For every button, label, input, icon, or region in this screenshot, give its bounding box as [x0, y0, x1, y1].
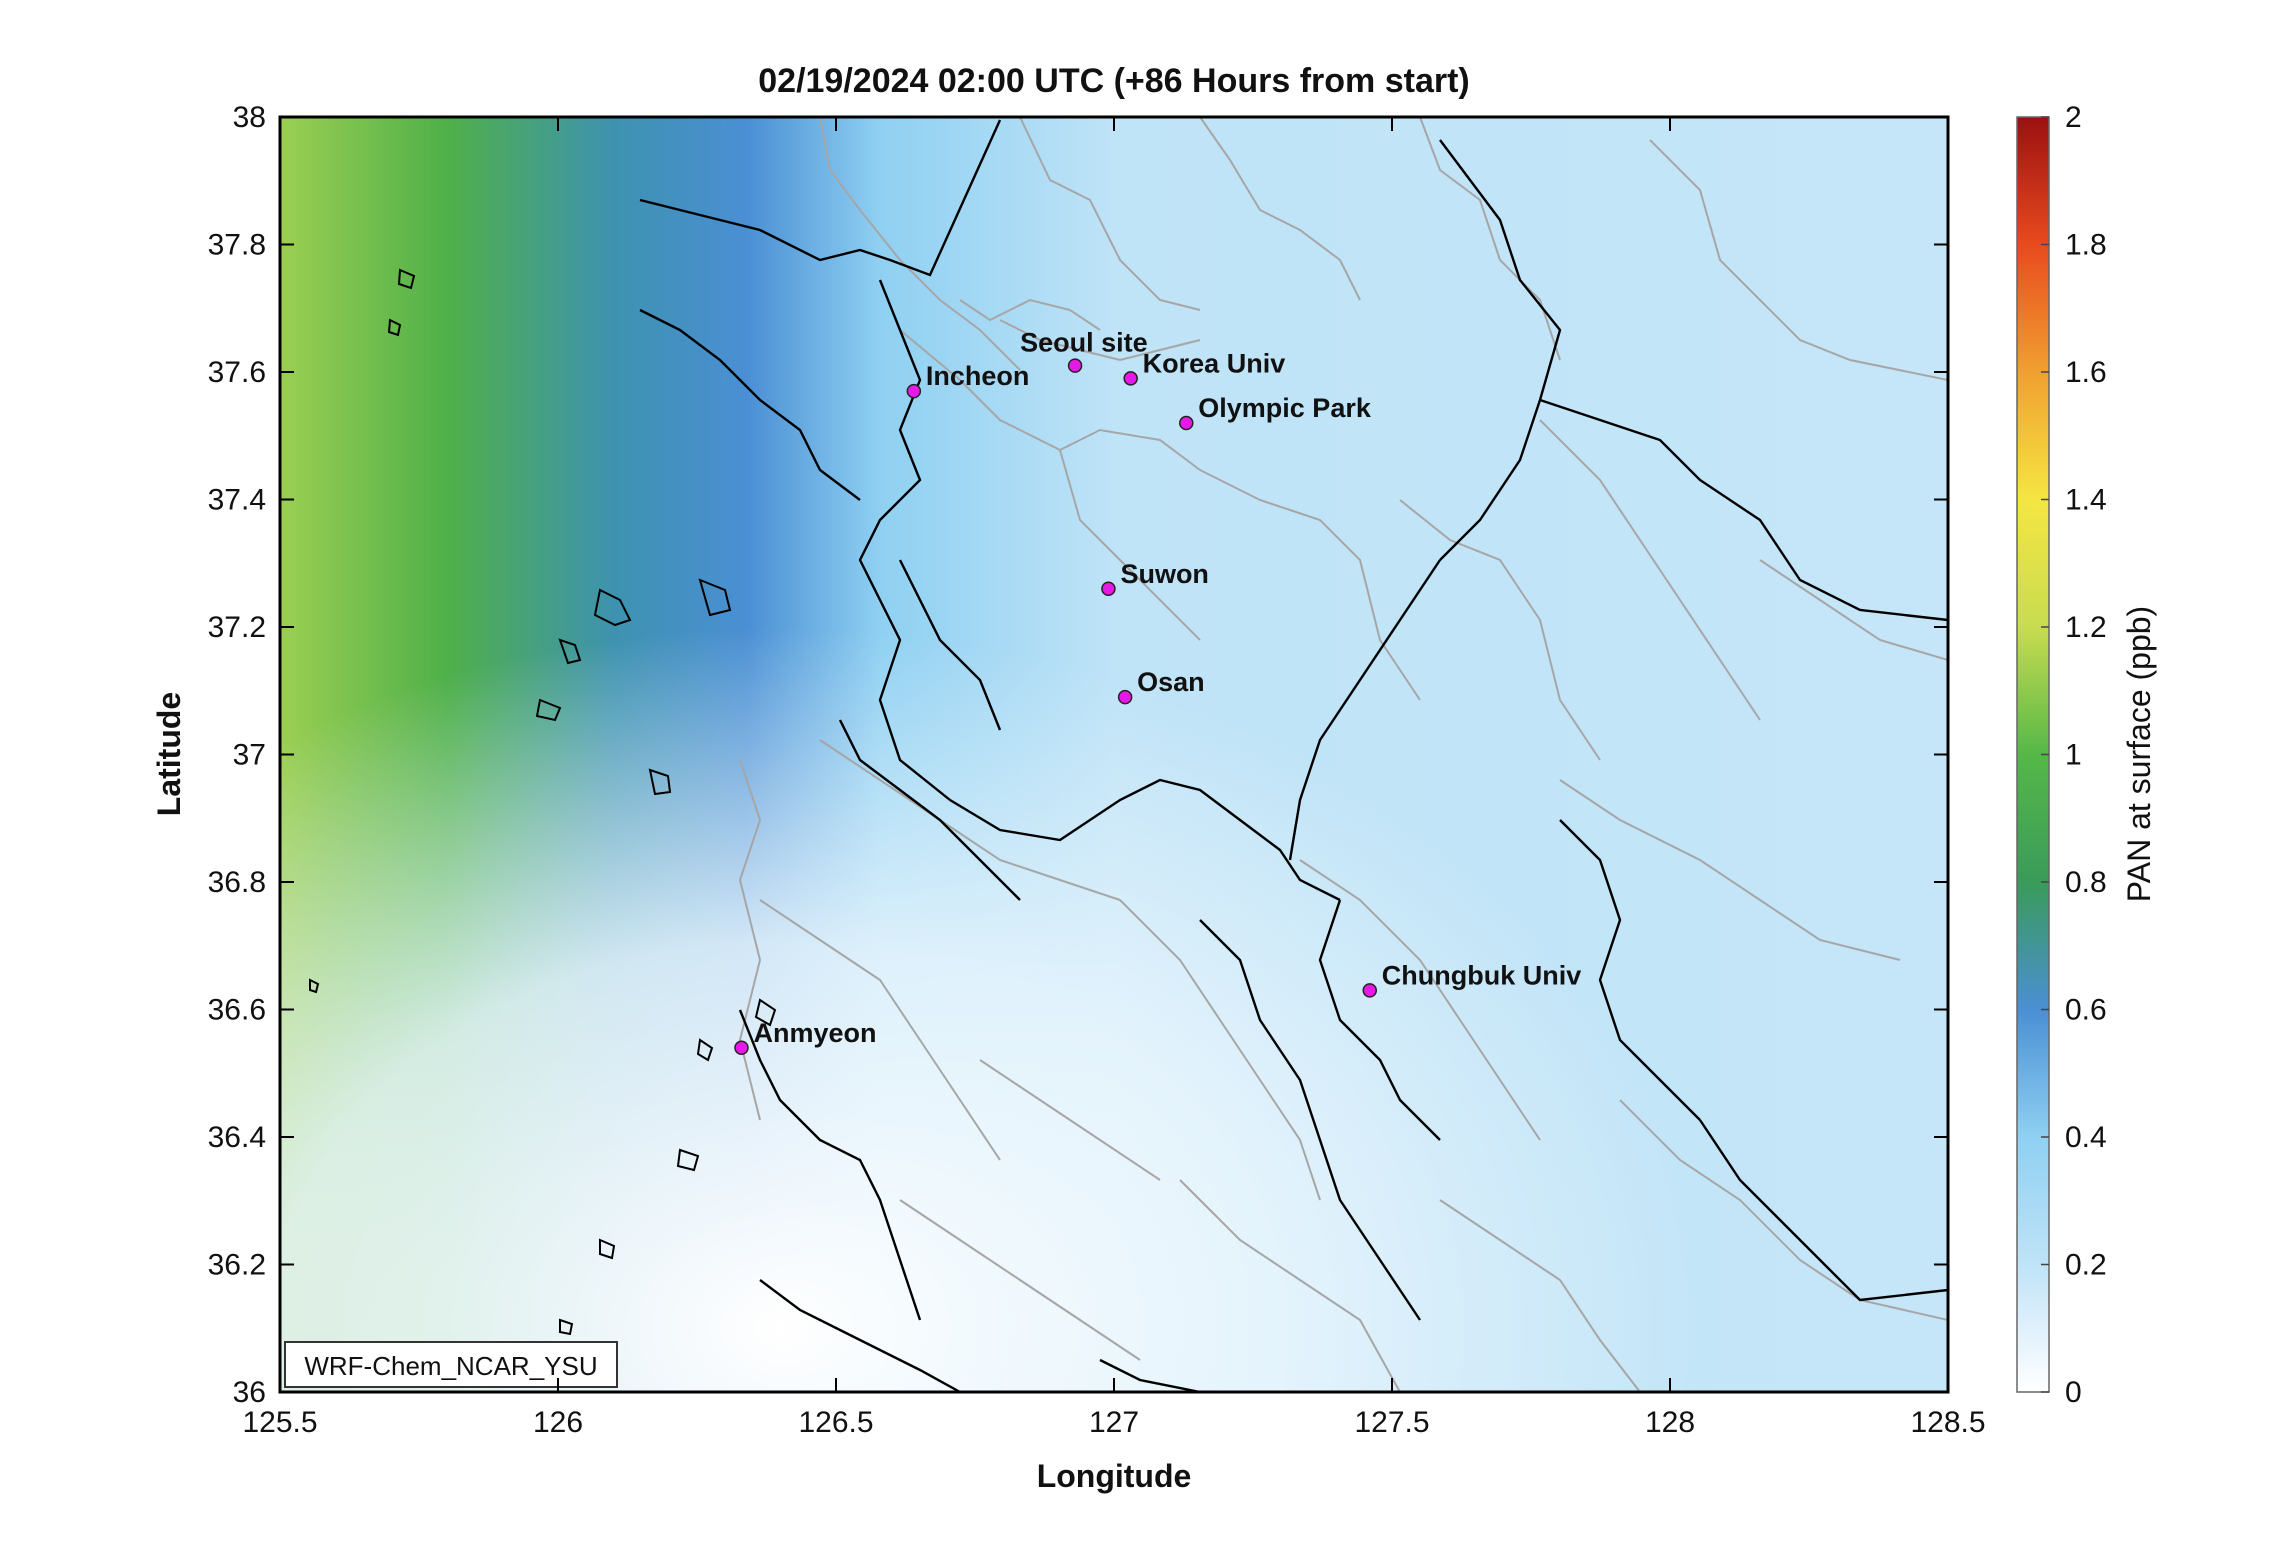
model-label-box: WRF-Chem_NCAR_YSU — [284, 1341, 618, 1388]
station-marker — [734, 1040, 749, 1055]
station-osan: Osan — [1117, 667, 1205, 705]
x-axis: 125.5 126 126.5 127 127.5 128 128.5 — [242, 117, 1986, 1439]
x-axis-label: Longitude — [1037, 1458, 1192, 1494]
station-marker — [906, 383, 922, 399]
x-tick-label: 128 — [1645, 1406, 1695, 1439]
y-tick-label: 36.8 — [208, 866, 266, 899]
y-tick-label: 37.2 — [208, 611, 266, 644]
station-chungbuk-univ: Chungbuk Univ — [1362, 960, 1581, 998]
colorbar-tick-label: 1.4 — [2065, 484, 2107, 517]
model-label-background — [284, 1341, 618, 1388]
colorbar-tick-label: 0 — [2065, 1376, 2082, 1409]
colorbar-tick-label: 0.6 — [2065, 994, 2107, 1027]
y-tick-label: 37.4 — [208, 484, 266, 517]
colorbar-tick-label: 0.2 — [2065, 1249, 2107, 1282]
x-tick-label: 127 — [1089, 1406, 1139, 1439]
station-suwon: Suwon — [1101, 559, 1209, 596]
station-seoul-site: Seoul site — [1020, 328, 1148, 373]
colorbar-ticks: 0 0.2 0.4 0.6 0.8 1 1.2 1.4 1.6 1.8 2 — [2041, 101, 2107, 1409]
station-olympic-park: Olympic Park — [1179, 393, 1372, 431]
colorbar: 0 0.2 0.4 0.6 0.8 1 1.2 1.4 1.6 1.8 2 PAN at surfa… — [2016, 101, 2157, 1409]
station-marker — [1101, 581, 1116, 596]
y-tick-label: 36 — [233, 1376, 266, 1409]
colorbar-tick-label: 0.8 — [2065, 866, 2107, 899]
x-tick-label: 127.5 — [1354, 1406, 1429, 1439]
district-boundaries — [738, 117, 1948, 1392]
x-tick-label: 126 — [533, 1406, 583, 1439]
pan-field-low-region — [280, 117, 1948, 1392]
y-tick-label: 36.2 — [208, 1249, 266, 1282]
x-tick-label: 128.5 — [1910, 1406, 1985, 1439]
station-label: Incheon — [926, 361, 1030, 391]
colorbar-tick-label: 1 — [2065, 739, 2082, 772]
station-anmyeon: Anmyeon — [734, 1018, 877, 1055]
colorbar-tick-label: 1.6 — [2065, 356, 2107, 389]
station-label: Osan — [1137, 667, 1205, 697]
x-tick-label: 125.5 — [242, 1406, 317, 1439]
station-marker — [1067, 358, 1083, 373]
colorbar-tick-label: 0.4 — [2065, 1121, 2107, 1154]
y-tick-label: 37 — [233, 739, 266, 772]
station-marker — [1362, 983, 1378, 998]
station-incheon: Incheon — [906, 361, 1030, 399]
colorbar-label: PAN at surface (ppb) — [2121, 606, 2157, 902]
station-label: Korea Univ — [1143, 348, 1286, 378]
station-label: Anmyeon — [753, 1018, 876, 1048]
y-axis: 36 36.2 36.4 36.6 36.8 37 37.2 37.4 37.6 37.8 38 — [208, 101, 1948, 1409]
station-label: Chungbuk Univ — [1382, 960, 1581, 990]
station-label: Olympic Park — [1198, 393, 1372, 423]
station-label: Suwon — [1120, 559, 1209, 589]
y-tick-label: 37.8 — [208, 229, 266, 262]
colorbar-tick-label: 2 — [2065, 101, 2082, 134]
y-tick-label: 36.6 — [208, 994, 266, 1027]
station-marker — [1123, 371, 1138, 386]
islands — [309, 268, 777, 1336]
colorbar-tick-label: 1.2 — [2065, 611, 2107, 644]
station-marker — [1117, 689, 1133, 705]
coastline-and-borders — [639, 119, 1948, 1392]
x-tick-label: 126.5 — [798, 1406, 873, 1439]
y-tick-label: 36.4 — [208, 1121, 266, 1154]
figure-title: 02/19/2024 02:00 UTC (+86 Hours from sta… — [758, 62, 1469, 100]
model-label: WRF-Chem_NCAR_YSU — [304, 1351, 597, 1381]
colorbar-tick-label: 1.8 — [2065, 229, 2107, 262]
y-axis-label: Latitude — [151, 692, 187, 816]
station-korea-univ: Korea Univ — [1123, 348, 1286, 386]
y-tick-label: 38 — [233, 101, 266, 134]
y-tick-label: 37.6 — [208, 356, 266, 389]
station-label: Seoul site — [1020, 328, 1148, 358]
station-marker — [1179, 415, 1194, 431]
